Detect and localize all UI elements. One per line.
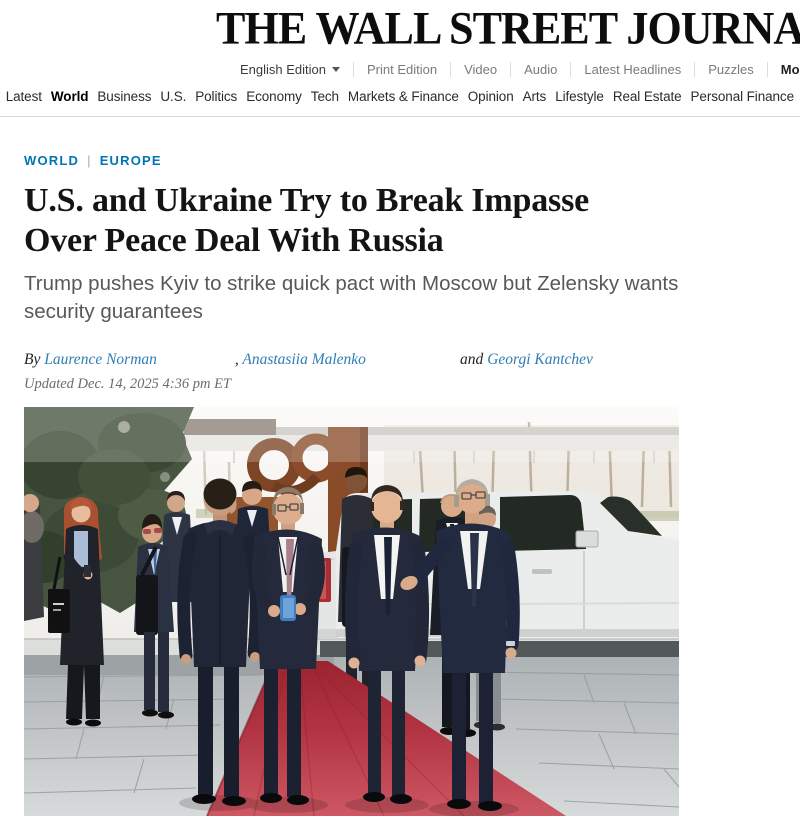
byline-comma: , — [234, 351, 239, 368]
nav-item-economy[interactable]: Economy — [246, 89, 302, 104]
nav-item-real-estate[interactable]: Real Estate — [612, 89, 682, 104]
official-gesturing — [400, 479, 520, 811]
site-header: THE WALL STREET JOURNAL. English Edition… — [0, 0, 800, 117]
article-lead-photo — [24, 407, 679, 816]
official-back-turned — [177, 478, 263, 806]
nav-item-tech[interactable]: Tech — [310, 89, 339, 104]
official-with-phone — [251, 487, 325, 805]
author-link[interactable]: Georgi Kantchev — [487, 351, 593, 368]
wsj-masthead-logo[interactable]: THE WALL STREET JOURNAL. — [216, 2, 800, 54]
article: WORLD | EUROPE U.S. and Ukraine Try to Bre… — [0, 117, 800, 816]
nav-item-politics[interactable]: Politics — [195, 89, 238, 104]
byline-by: By — [24, 351, 41, 368]
nav-item-us[interactable]: U.S. — [160, 89, 187, 104]
nav-video[interactable]: Video — [450, 62, 497, 77]
author-link[interactable]: Anastasiia Malenko — [242, 351, 366, 368]
breadcrumb-world[interactable]: WORLD — [24, 153, 80, 168]
byline-and: and — [459, 351, 484, 368]
article-photo — [24, 407, 679, 816]
official-tall-young — [344, 485, 430, 804]
nav-item-arts[interactable]: Arts — [522, 89, 547, 104]
edition-picker[interactable]: English Edition — [240, 62, 340, 77]
nav-item-latest[interactable]: Latest — [5, 89, 42, 104]
haze — [24, 407, 679, 462]
article-headline: U.S. and Ukraine Try to Break Impasse Ov… — [24, 182, 590, 259]
article-subhead: Trump pushes Kyiv to strike quick pact w… — [24, 272, 679, 323]
primary-nav: Latest World Business U.S. Politics Econ… — [6, 89, 794, 104]
secondary-nav: English Edition Print Edition Video Audi… — [240, 62, 800, 77]
nav-item-markets-finance[interactable]: Markets & Finance — [347, 89, 459, 104]
nav-item-world[interactable]: World — [50, 89, 89, 104]
woman-red-hair — [48, 497, 104, 727]
breadcrumb-europe[interactable]: EUROPE — [99, 153, 162, 168]
nav-item-opinion[interactable]: Opinion — [467, 89, 514, 104]
nav-print-edition[interactable]: Print Edition — [353, 62, 437, 77]
nav-latest-headlines[interactable]: Latest Headlines — [570, 62, 681, 77]
bystanders-left — [24, 491, 194, 727]
article-byline: By Laurence Norman, Anastasiia Malenko an… — [24, 350, 776, 369]
breadcrumb: WORLD | EUROPE — [24, 153, 776, 169]
chevron-down-icon — [332, 67, 340, 72]
nav-audio[interactable]: Audio — [510, 62, 557, 77]
breadcrumb-separator: | — [87, 153, 92, 168]
author-link[interactable]: Laurence Norman — [44, 351, 157, 368]
nav-item-business[interactable]: Business — [97, 89, 152, 104]
article-timestamp: Updated Dec. 14, 2025 4:36 pm ET — [24, 376, 232, 392]
nav-puzzles[interactable]: Puzzles — [694, 62, 754, 77]
nav-more-menu[interactable]: More — [766, 62, 800, 77]
man-sunglasses — [134, 514, 174, 719]
nav-item-lifestyle[interactable]: Lifestyle — [555, 89, 604, 104]
nav-item-personal-finance[interactable]: Personal Finance — [690, 89, 795, 104]
